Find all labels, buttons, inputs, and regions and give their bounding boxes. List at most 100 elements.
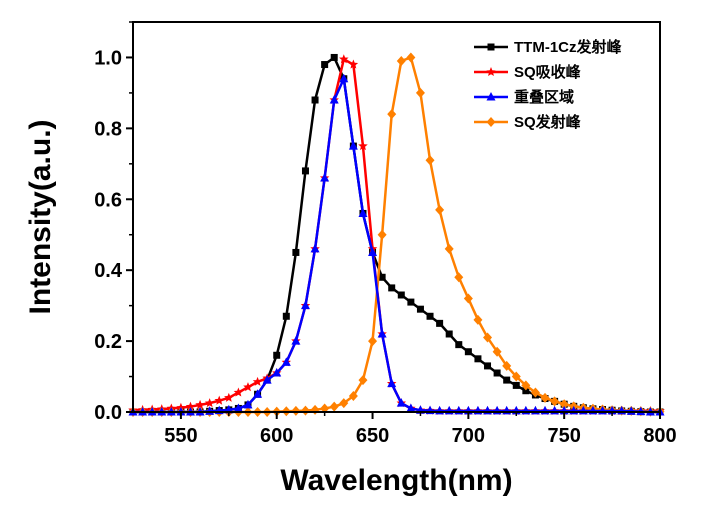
data-point [291, 405, 301, 416]
data-point [436, 319, 444, 327]
data-point [185, 401, 196, 411]
legend-label: SQ发射峰 [514, 113, 582, 131]
data-point [426, 312, 434, 320]
series-1 [128, 54, 665, 415]
data-point [310, 243, 320, 253]
legend-marker [487, 43, 495, 51]
data-point [425, 155, 435, 166]
data-point [464, 348, 472, 356]
series-3 [128, 52, 665, 417]
data-point [388, 284, 396, 292]
data-point [511, 371, 521, 382]
data-point [204, 398, 215, 408]
data-point [455, 341, 463, 349]
data-point [291, 336, 301, 345]
data-point [493, 369, 501, 377]
data-point [301, 167, 309, 175]
series-line [133, 56, 660, 414]
data-point [406, 52, 416, 63]
data-point [463, 293, 473, 304]
data-point [512, 381, 520, 389]
data-point [348, 391, 358, 402]
data-point [415, 87, 425, 98]
data-point [396, 56, 406, 66]
data-point [300, 405, 310, 416]
legend-item: SQ发射峰 [474, 113, 582, 131]
data-point [502, 360, 512, 371]
x-tick-label: 650 [356, 425, 389, 447]
x-tick-label: 750 [547, 425, 580, 447]
legend-item: TTM-1Cz发射峰 [474, 38, 622, 56]
data-point [368, 336, 378, 347]
data-point [330, 53, 338, 61]
data-point [407, 298, 415, 306]
y-tick-label: 0.4 [94, 260, 123, 282]
data-point [522, 387, 530, 395]
x-tick-label: 550 [164, 425, 197, 447]
data-point [262, 375, 272, 384]
data-point [292, 248, 300, 256]
data-point [473, 314, 483, 325]
data-point [348, 141, 358, 150]
data-point [348, 59, 359, 69]
data-point [503, 376, 511, 384]
data-point [377, 329, 387, 338]
data-point [300, 300, 310, 310]
legend-marker [486, 117, 496, 127]
y-tick-label: 0.0 [94, 402, 122, 424]
data-point [253, 389, 263, 398]
data-point [195, 399, 205, 409]
data-point [396, 398, 406, 407]
data-point [281, 357, 291, 366]
data-point [358, 375, 368, 386]
series-line [132, 57, 660, 413]
data-point [378, 273, 386, 281]
series-2 [128, 73, 665, 416]
data-point [282, 312, 290, 320]
data-point [492, 346, 502, 357]
data-point [329, 401, 339, 412]
data-point [358, 208, 368, 217]
data-point [224, 392, 234, 402]
data-point [397, 291, 405, 299]
x-tick-label: 600 [260, 425, 293, 447]
legend-marker [486, 67, 496, 77]
data-point [454, 272, 464, 283]
data-point [233, 387, 244, 397]
data-point [550, 396, 560, 407]
series-0 [129, 53, 664, 416]
plot-frame [132, 21, 661, 413]
data-point [521, 380, 531, 391]
y-tick-label: 0.8 [94, 118, 122, 140]
data-point [435, 204, 445, 215]
y-tick-label: 0.2 [94, 331, 122, 353]
chart-plot-area [128, 52, 665, 417]
data-point [484, 362, 492, 370]
data-point [540, 392, 550, 403]
y-axis-title: Intensity(a.u.) [24, 119, 57, 314]
series-line [133, 56, 660, 414]
data-point [530, 387, 540, 398]
data-point [320, 173, 330, 182]
data-point [339, 73, 349, 83]
data-point [339, 54, 349, 64]
data-point [339, 398, 349, 409]
x-axis-title: Wavelength(nm) [280, 464, 512, 497]
x-tick-label: 700 [452, 425, 485, 447]
data-point [474, 355, 482, 363]
data-point [233, 403, 243, 412]
data-point [636, 406, 646, 416]
data-point [272, 368, 282, 377]
data-point [416, 305, 424, 313]
series-line [133, 77, 660, 414]
legend-label: TTM-1Cz发射峰 [514, 38, 622, 56]
data-point [387, 109, 397, 120]
data-point [445, 330, 453, 338]
data-point [320, 403, 330, 414]
data-point [310, 404, 320, 415]
data-point [358, 141, 368, 151]
legend-item: 重叠区域 [474, 88, 574, 106]
data-point [329, 95, 339, 104]
data-point [311, 96, 319, 104]
data-point [368, 247, 378, 256]
